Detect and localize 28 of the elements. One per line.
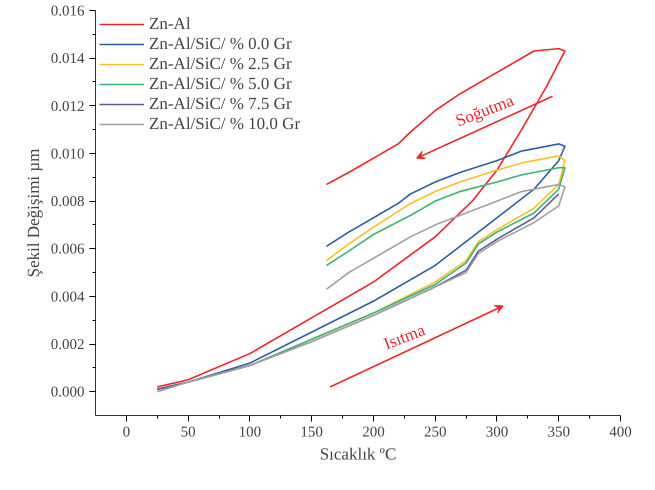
x-tick-label: 150 — [300, 424, 323, 440]
annotation: Isıtma — [381, 320, 428, 354]
x-tick-label: 200 — [362, 424, 385, 440]
y-tick-label: 0.010 — [50, 146, 84, 162]
y-tick-label: 0.016 — [50, 4, 85, 20]
y-tick-label: 0.000 — [50, 384, 84, 401]
y-tick-label: 0.014 — [50, 51, 85, 68]
y-tick-label: 0.012 — [50, 98, 84, 115]
legend-label: Zn-Al/SiC/ % 0.0 Gr — [149, 34, 292, 54]
x-tick-label: 50 — [180, 424, 196, 440]
annotation: Soğutma — [453, 90, 517, 130]
legend-label: Zn-Al/SiC/ % 2.5 Gr — [149, 54, 292, 74]
x-tick-label: 350 — [547, 424, 570, 440]
y-tick-label: 0.004 — [50, 289, 85, 306]
legend-label: Zn-Al/SiC/ % 7.5 Gr — [149, 94, 292, 114]
legend-label: Zn-Al/SiC/ % 5.0 Gr — [149, 74, 292, 94]
x-tick-label: 0 — [122, 424, 130, 440]
x-axis-title: Sıcaklık ºC — [320, 444, 396, 464]
y-tick-label: 0.006 — [50, 242, 85, 258]
legend-label: Zn-Al — [149, 14, 191, 34]
x-tick-label: 100 — [238, 424, 262, 440]
x-tick-label: 250 — [424, 424, 446, 440]
x-tick-label: 400 — [609, 424, 632, 440]
y-tick-label: 0.002 — [50, 337, 84, 354]
legend-label: Zn-Al/SiC/ % 10.0 Gr — [149, 114, 300, 134]
y-tick-label: 0.008 — [50, 194, 84, 210]
x-tick-label: 300 — [486, 424, 508, 440]
y-axis-title: Şekil Değişimi µm — [24, 148, 43, 278]
